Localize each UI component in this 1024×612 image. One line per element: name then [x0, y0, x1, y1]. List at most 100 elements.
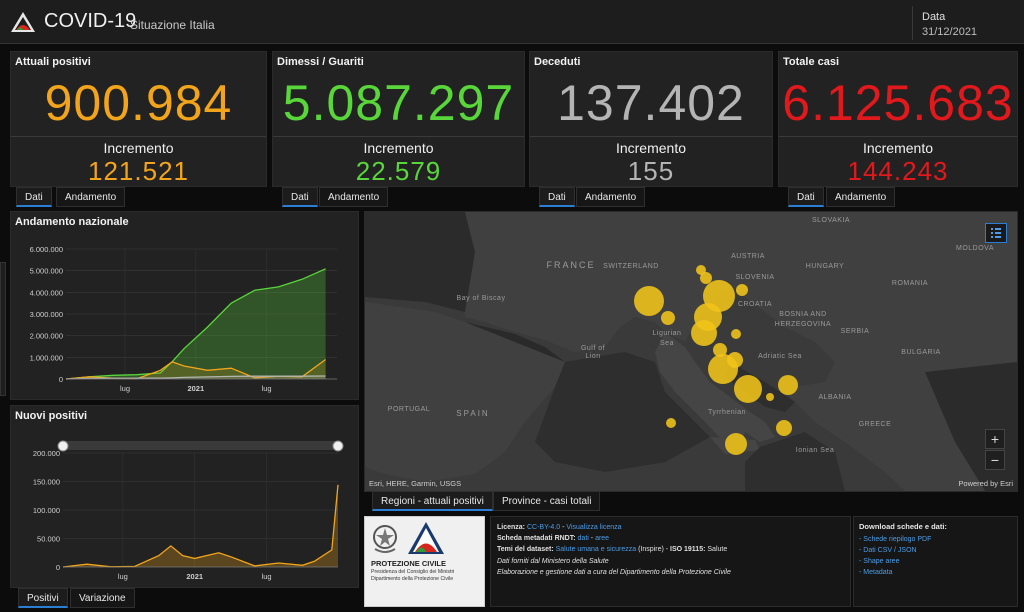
map-label: PORTUGAL [388, 406, 430, 413]
card-divider [779, 136, 1017, 137]
series-line [62, 484, 339, 568]
tab-dati-deceduti[interactable]: Dati [539, 187, 575, 207]
sea-ionian [745, 432, 845, 491]
download-schede-pdf-link[interactable]: - Schede riepilogo PDF [859, 536, 932, 543]
tab-dati-attuali[interactable]: Dati [16, 187, 52, 207]
x-tick-label: lug [262, 384, 272, 393]
map-label: Tyrrhenian [708, 409, 746, 416]
region-bubble[interactable] [661, 311, 675, 325]
card-title: Totale casi [783, 56, 840, 68]
tab-andamento-guariti[interactable]: Andamento [319, 187, 389, 207]
card-increment-value: 121.521 [88, 156, 189, 186]
x-tick-label: lug [120, 384, 130, 393]
x-tick-label: 2021 [186, 572, 203, 581]
licenza-link[interactable]: CC-BY-4.0 [526, 524, 561, 531]
map-attribution: Esri, HERE, Garmin, USGS [369, 479, 462, 488]
map-label: Gulf of [581, 345, 605, 352]
legend-toggle-button[interactable] [985, 223, 1007, 243]
tab-dati-totale[interactable]: Dati [788, 187, 824, 207]
licenza-line: Licenza: CC-BY-4.0 - Visualizza licenza [497, 522, 622, 533]
download-csv-json-link[interactable]: - Dati CSV / JSON [859, 547, 917, 554]
map-label: Ionian Sea [796, 447, 834, 454]
download-metadata-link[interactable]: - Metadata [859, 569, 893, 576]
download-shape-aree-link[interactable]: - Shape aree [859, 558, 900, 565]
region-bubble[interactable] [708, 354, 738, 384]
region-bubble[interactable] [713, 343, 727, 357]
tab-positivi[interactable]: Positivi [18, 588, 68, 608]
map-label: ALBANIA [818, 394, 851, 401]
scheda-dati-link[interactable]: dati [577, 535, 589, 542]
map-label: HERZEGOVINA [775, 321, 831, 328]
tab-andamento-deceduti[interactable]: Andamento [576, 187, 646, 207]
series-area [66, 268, 326, 379]
side-panel-handle[interactable] [0, 262, 6, 396]
temi-link[interactable]: Salute umana e sicurezza [555, 546, 637, 553]
chart-andamento-nazionale: Andamento nazionale 6.000.000 5.000.000 4.… [10, 211, 359, 400]
temi-line: Temi del dataset: Salute umana e sicurez… [497, 544, 727, 555]
y-tick-label: 4.000.000 [30, 288, 63, 297]
card-title: Dimessi / Guariti [277, 56, 364, 68]
zoom-out-button[interactable]: − [985, 450, 1005, 470]
land-balkans [785, 382, 985, 491]
tab-province-casi-totali[interactable]: Province - casi totali [493, 491, 601, 511]
slider-handle-start[interactable] [57, 440, 69, 452]
map-label: SERBIA [841, 328, 870, 335]
region-bubble[interactable] [766, 393, 774, 401]
map-svg[interactable]: SLOVAKIA MOLDOVA AUSTRIA HUNGARY FRANCE SWITZ… [365, 212, 1017, 491]
region-bubble[interactable] [776, 420, 792, 436]
card-deceduti: Deceduti 137.402 Incremento 155 [529, 51, 773, 187]
scheda-aree-link[interactable]: aree [595, 535, 610, 542]
tab-dati-guariti[interactable]: Dati [282, 187, 318, 207]
card-title: Attuali positivi [15, 56, 91, 68]
logo-line-1: Presidenza del Consiglio dei Ministri [371, 569, 455, 575]
region-bubble[interactable] [778, 375, 798, 395]
card-increment-value: 155 [627, 156, 675, 186]
licenza-label: Licenza: [497, 524, 526, 531]
map-label: SLOVENIA [735, 274, 774, 281]
map-label: FRANCE [546, 260, 595, 270]
card-increment-label: Incremento [103, 140, 174, 156]
app-subtitle: Situazione Italia [130, 18, 215, 32]
region-bubble[interactable] [736, 284, 748, 296]
list-icon [991, 228, 1001, 238]
zoom-in-button[interactable]: + [985, 429, 1005, 449]
card-value: 6.125.683 [782, 75, 1014, 131]
y-tick-label: 0 [56, 563, 60, 572]
x-tick-label: lug [118, 572, 128, 581]
map-label: AUSTRIA [731, 253, 765, 260]
tab-regioni-attuali-positivi[interactable]: Regioni - attuali positivi [372, 491, 493, 511]
header-divider [912, 6, 913, 40]
card-increment-value: 22.579 [355, 156, 442, 186]
tab-variazione[interactable]: Variazione [70, 588, 135, 608]
scheda-label: Scheda metadati RNDT: [497, 535, 576, 542]
map-panel[interactable]: SLOVAKIA MOLDOVA AUSTRIA HUNGARY FRANCE SWITZ… [364, 211, 1018, 492]
region-bubble[interactable] [731, 329, 741, 339]
region-bubble[interactable] [691, 320, 717, 346]
card-increment-label: Incremento [615, 140, 687, 156]
chart-title: Andamento nazionale [15, 216, 129, 228]
map-powered-by[interactable]: Powered by Esri [958, 479, 1013, 488]
visualizza-licenza-link[interactable]: Visualizza licenza [566, 524, 622, 531]
region-bubble[interactable] [696, 265, 706, 275]
slider-handle-end[interactable] [332, 440, 344, 452]
date-value: 31/12/2021 [922, 26, 978, 38]
y-tick-label: 100.000 [33, 506, 60, 515]
region-bubble[interactable] [700, 272, 712, 284]
map-label: Sea [660, 340, 674, 347]
downloads-title: Download schede e dati: [859, 522, 947, 531]
y-tick-label: 50.000 [37, 535, 60, 544]
region-bubble[interactable] [734, 375, 762, 403]
tab-andamento-attuali[interactable]: Andamento [56, 187, 126, 207]
time-range-slider-track[interactable] [63, 441, 339, 450]
protezione-civile-logo-icon [11, 12, 35, 32]
card-attuali-positivi: Attuali positivi 900.984 Incremento 121.… [10, 51, 267, 187]
tab-andamento-totale[interactable]: Andamento [826, 187, 896, 207]
app-title: COVID-19 [44, 10, 137, 32]
andamento-chart-svg: 6.000.000 5.000.000 4.000.000 3.000.000 2.00… [30, 245, 337, 393]
region-bubble[interactable] [666, 418, 676, 428]
region-bubble[interactable] [634, 286, 664, 316]
iso-label: ISO 19115: [670, 546, 706, 553]
y-tick-label: 200.000 [33, 449, 60, 458]
region-bubble[interactable] [725, 433, 747, 455]
logo-org-name: PROTEZIONE CIVILE [371, 559, 447, 568]
